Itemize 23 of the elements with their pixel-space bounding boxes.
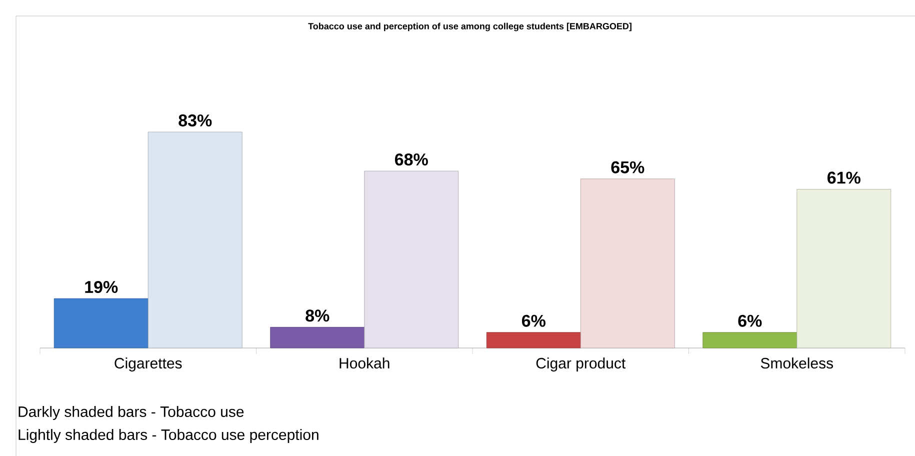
bar xyxy=(580,178,675,348)
data-label: 83% xyxy=(178,114,212,126)
bar xyxy=(54,298,148,348)
x-tick-label: Hookah xyxy=(340,358,390,369)
data-label: 8% xyxy=(306,310,330,322)
data-label: 61% xyxy=(827,172,860,184)
x-tick-label: Cigarettes xyxy=(114,358,182,372)
data-label: 68% xyxy=(394,153,428,166)
bar xyxy=(486,332,581,348)
bar xyxy=(270,326,365,348)
bar xyxy=(796,189,892,348)
data-label: 6% xyxy=(738,314,762,327)
text: Lightly shaded bars - Tobacco use perception xyxy=(18,429,318,443)
x-tick-label: Cigar product xyxy=(536,358,626,372)
chart-title: Tobacco use and perception of use among college students [EMBARGOED] xyxy=(308,22,632,32)
bar xyxy=(364,170,459,348)
bar xyxy=(148,132,242,348)
data-label: 65% xyxy=(611,161,644,174)
data-label: 6% xyxy=(522,314,546,327)
data-label: 19% xyxy=(85,280,118,294)
bar xyxy=(702,332,798,348)
text: Darkly shaded bars - Tobacco use xyxy=(18,406,244,420)
x-tick-label: Smokeless xyxy=(760,358,833,369)
